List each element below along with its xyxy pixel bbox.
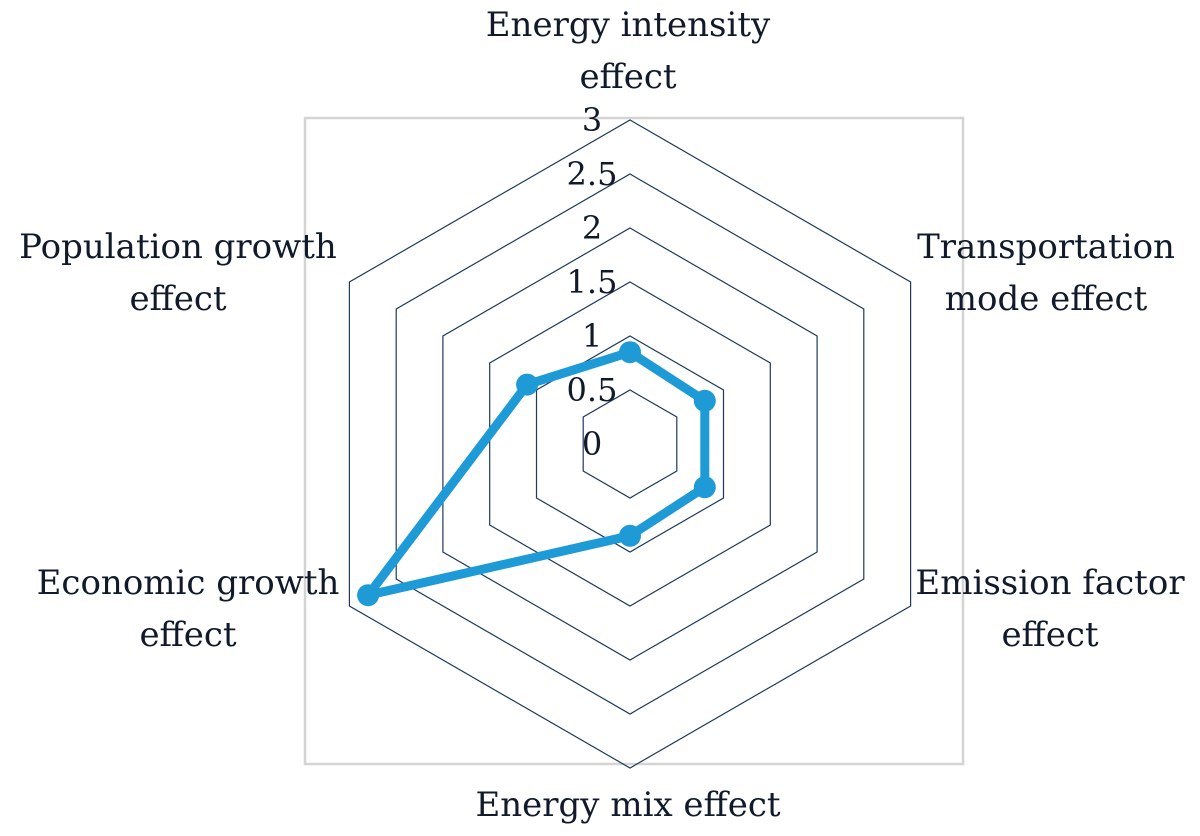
- axis-labels: Energy intensity effect Transportation mode…: [19, 5, 1185, 825]
- data-series: [357, 341, 716, 607]
- axis-label-0-line-0: Energy intensity: [486, 5, 771, 45]
- grid-ring-1: [582, 389, 678, 499]
- tick-label-4: 2: [582, 209, 602, 247]
- axis-label-5-line-0: Population growth: [19, 227, 337, 267]
- axis-label-5: Population growth effect: [19, 227, 337, 319]
- axis-label-1-line-1: mode effect: [945, 279, 1148, 319]
- grid-ring-6: [348, 119, 912, 769]
- grid-rings: [348, 119, 912, 769]
- axis-label-0-line-1: effect: [579, 57, 676, 97]
- data-point-1: [693, 389, 716, 412]
- axis-label-4-line-1: effect: [139, 615, 236, 655]
- data-point-4: [357, 584, 380, 607]
- grid-ring-5: [395, 173, 865, 715]
- axis-label-1-line-0: Transportation: [917, 227, 1175, 267]
- tick-label-2: 1: [582, 317, 602, 355]
- tick-labels: 0 0.5 1 1.5 2 2.5 3: [567, 101, 618, 463]
- plot-frame: [303, 116, 965, 766]
- axis-label-1: Transportation mode effect: [917, 227, 1175, 319]
- axis-label-4-line-0: Economic growth: [37, 563, 340, 603]
- axis-label-2: Emission factor effect: [915, 563, 1185, 655]
- axis-label-3-line-0: Energy mix effect: [475, 785, 780, 825]
- tick-label-1: 0.5: [567, 371, 618, 409]
- data-point-0: [619, 341, 641, 364]
- data-point-2: [693, 476, 716, 499]
- data-point-5: [516, 373, 539, 396]
- axis-label-2-line-0: Emission factor: [915, 563, 1185, 603]
- axis-label-0: Energy intensity effect: [486, 5, 771, 97]
- tick-label-3: 1.5: [567, 263, 618, 301]
- tick-label-0: 0: [582, 425, 602, 463]
- tick-label-5: 2.5: [567, 155, 618, 193]
- data-point-3: [619, 524, 641, 547]
- tick-label-6: 3: [582, 101, 602, 139]
- axis-label-2-line-1: effect: [1001, 615, 1098, 655]
- axis-label-4: Economic growth effect: [37, 563, 340, 655]
- grid-ring-4: [442, 227, 818, 661]
- grid-ring-3: [489, 281, 771, 607]
- axis-label-3: Energy mix effect: [475, 785, 780, 825]
- axis-label-5-line-1: effect: [129, 279, 226, 319]
